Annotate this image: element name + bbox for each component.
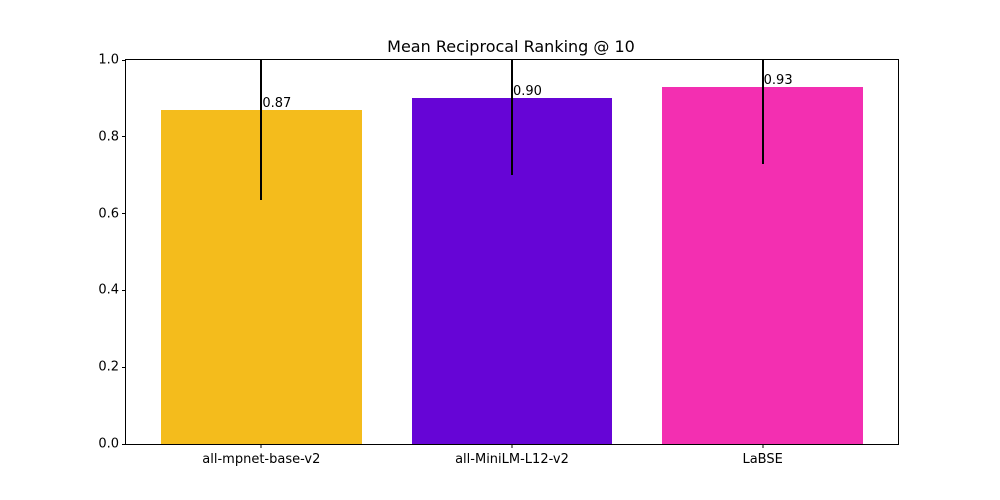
y-tick-label: 0.0 [98, 436, 119, 452]
bar-value-label: 0.93 [763, 72, 793, 88]
y-tick-label: 0.2 [98, 359, 119, 375]
y-tick-label: 1.0 [98, 52, 119, 68]
x-tick-label: all-MiniLM-L12-v2 [455, 452, 569, 467]
x-tick-label: all-mpnet-base-v2 [202, 452, 321, 467]
y-tick-mark [122, 136, 125, 138]
error-bar [260, 60, 263, 201]
bar-value-label: 0.87 [262, 95, 292, 111]
y-tick-mark [122, 443, 125, 445]
x-tick-mark [762, 445, 764, 448]
plot-area: 0.0 0.2 0.4 0.6 0.8 1.0 0.87 all-mpnet-base-v2 0… [98, 54, 899, 466]
x-tick-mark [511, 445, 513, 448]
chart-title: Mean Reciprocal Ranking @ 10 [387, 37, 635, 56]
y-tick-label: 0.8 [98, 129, 119, 145]
error-bar [761, 60, 764, 164]
y-tick-mark [122, 289, 125, 291]
y-tick-label: 0.6 [98, 206, 119, 222]
y-tick-mark [122, 366, 125, 368]
x-tick-label: LaBSE [742, 452, 783, 467]
x-tick-mark [260, 445, 262, 448]
y-tick-mark [122, 59, 125, 61]
y-tick-label: 0.4 [98, 282, 119, 298]
error-bar [511, 60, 513, 176]
bar-value-label: 0.90 [513, 84, 542, 100]
y-tick-mark [122, 213, 125, 215]
